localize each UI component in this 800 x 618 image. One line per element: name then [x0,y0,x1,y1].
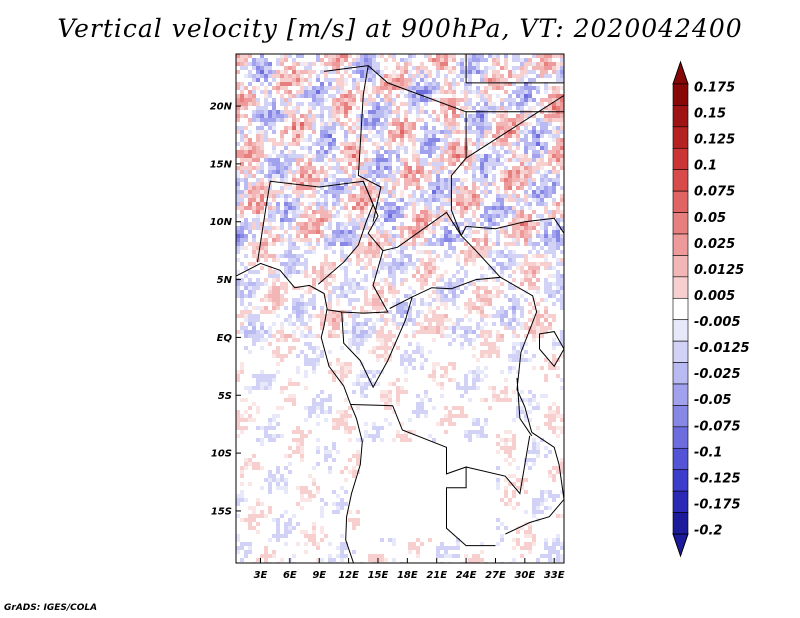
lon-tick-label: 21E [426,570,447,581]
colorbar-segment [672,426,689,449]
border-line [563,447,564,450]
colorbar-top-arrow [672,60,689,85]
colorbar-segment [672,233,689,256]
border-line [460,217,564,236]
colorbar-segment [672,83,689,106]
border-line [500,276,538,433]
grads-credit: GrADS: IGES/COLA [4,603,98,613]
colorbar-label: -0.075 [694,419,741,434]
border-line [236,262,363,563]
map-frame [235,53,565,564]
colorbar-segment [672,469,689,492]
colorbar-segment [672,255,689,278]
colorbar-label: 0.125 [694,133,735,148]
country-borders [236,54,564,563]
lon-tick-label: 33E [544,570,565,581]
latitude-axis: 20N 15N 10N 5N EQ 5S 10S 15S [210,102,241,517]
border-line [382,211,502,309]
colorbar-segment [672,212,689,235]
colorbar-segment [672,105,689,128]
lon-tick-label: 24E [456,570,477,581]
colorbar-label: -0.025 [694,367,741,382]
lat-tick-label: 15S [211,506,232,517]
lon-tick-label: 9E [312,570,326,581]
border-line [357,65,382,222]
plot-title: Vertical velocity [m/s] at 900hPa, VT: 2… [57,14,743,43]
colorbar-segment [672,297,689,321]
colorbar-label: 0.15 [694,107,726,122]
colorbar-label: -0.05 [694,393,731,408]
colorbar-label: 0.025 [694,237,735,252]
colorbar-segment [672,169,689,192]
colorbar-segment [672,126,689,149]
border-line [505,431,564,535]
lat-tick-label: 5N [217,275,233,286]
border-line [465,435,531,495]
colorbar-label: -0.0125 [694,341,750,356]
lon-tick-label: 6E [283,570,297,581]
lat-tick-label: 20N [210,102,233,113]
lon-tick-label: 15E [368,570,389,581]
colorbar-segment [672,447,689,471]
border-line [324,65,467,236]
colorbar-label: -0.2 [694,524,722,539]
lon-tick-label: 3E [254,570,268,581]
colorbar-segment [672,276,689,299]
colorbar-segment [672,405,689,428]
border-line [465,94,564,159]
colorbar-segment [672,383,689,406]
colorbar-segment [672,362,689,385]
lat-tick-label: 10N [210,217,233,228]
colorbar-label: -0.005 [694,315,741,330]
longitude-axis: 3E 6E 9E 12E 15E 18E 21E 24E 27E 30E 33E [254,558,565,581]
border-line [516,377,533,437]
colorbar-label: 0.075 [694,185,735,200]
colorbar-label: 0.0125 [694,263,744,278]
lon-tick-label: 30E [514,570,535,581]
colorbar: 0.175 0.15 0.125 0.1 0.075 0.05 0.025 0.0125 0.0… [672,60,750,558]
lon-tick-label: 18E [397,570,418,581]
colorbar-segment [672,147,689,171]
colorbar-label: 0.1 [694,159,717,174]
colorbar-label: 0.175 [694,81,735,96]
colorbar-bottom-arrow [672,533,689,558]
colorbar-segment [672,512,689,535]
colorbar-label: 0.005 [694,289,735,304]
colorbar-segment [672,190,689,213]
lon-tick-label: 12E [338,570,359,581]
border-line [341,296,413,389]
border-line [539,331,564,368]
colorbar-label: 0.05 [694,211,726,226]
lat-tick-label: 15N [210,159,233,170]
colorbar-label: -0.125 [694,471,741,486]
lon-tick-label: 27E [485,570,506,581]
colorbar-segment [672,319,689,342]
lat-tick-label: 10S [211,449,232,460]
colorbar-segment [672,490,689,513]
colorbar-label: -0.175 [694,497,741,512]
lat-tick-label: 5S [218,391,232,402]
velocity-field [236,54,564,563]
border-line [327,181,389,314]
colorbar-label: -0.1 [694,445,722,460]
colorbar-segment [672,340,689,363]
lat-tick-label: EQ [217,333,233,344]
